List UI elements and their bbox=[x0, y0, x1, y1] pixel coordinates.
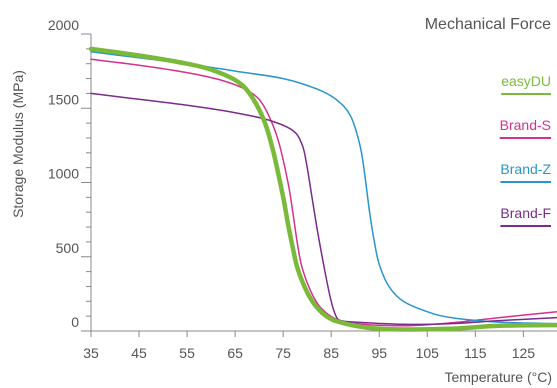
x-tick-label: 35 bbox=[83, 345, 99, 361]
x-tick-label: 55 bbox=[179, 345, 195, 361]
legend-label-brand-z: Brand-Z bbox=[500, 161, 551, 177]
legend-label-brand-f: Brand-F bbox=[500, 205, 551, 221]
x-tick-label: 125 bbox=[512, 345, 536, 361]
x-tick-label: 85 bbox=[323, 345, 339, 361]
x-axis-title: Temperature (°C) bbox=[444, 369, 552, 385]
y-tick-label: 2000 bbox=[48, 17, 79, 33]
x-tick-label: 115 bbox=[464, 345, 487, 361]
series-line-brand-z bbox=[90, 51, 557, 325]
x-tick-label: 95 bbox=[371, 345, 387, 361]
y-axis-title: Storage Modulus (MPa) bbox=[10, 70, 26, 218]
legend: easyDU Brand-S Brand-Z Brand-F bbox=[499, 73, 551, 227]
chart-title: Mechanical Force bbox=[425, 16, 551, 33]
x-tick-label: 105 bbox=[416, 345, 440, 361]
y-axis: 0 500 1000 1500 2000 bbox=[48, 17, 92, 332]
series-line-easydu bbox=[88, 46, 557, 332]
y-tick-label: 1000 bbox=[48, 166, 79, 182]
x-tick-label: 45 bbox=[131, 345, 147, 361]
y-tick-label: 500 bbox=[56, 240, 80, 256]
legend-label-brand-s: Brand-S bbox=[500, 117, 551, 133]
x-axis: 35 45 55 65 75 85 95 105 115 125 bbox=[83, 330, 557, 361]
series-layer bbox=[88, 46, 557, 332]
legend-label-easydu: easyDU bbox=[501, 73, 551, 89]
x-tick-label: 75 bbox=[275, 345, 291, 361]
y-tick-label: 1500 bbox=[48, 91, 79, 107]
x-tick-label: 65 bbox=[227, 345, 243, 361]
series-line-brand-f bbox=[90, 92, 557, 326]
series-line-brand-s bbox=[90, 58, 557, 327]
y-tick-label: 0 bbox=[71, 314, 79, 330]
